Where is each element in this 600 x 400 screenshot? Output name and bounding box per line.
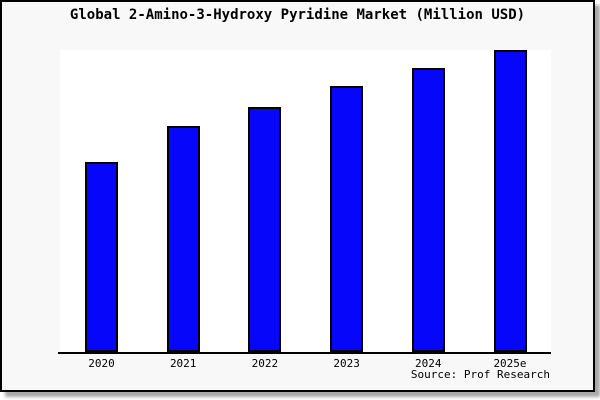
bar-2021 bbox=[166, 125, 200, 352]
chart-card: Global 2-Amino-3-Hydroxy Pyridine Market… bbox=[0, 0, 595, 392]
x-tick-label-2021: 2021 bbox=[169, 357, 197, 370]
bar-2023 bbox=[330, 86, 364, 352]
x-axis-line bbox=[58, 352, 551, 354]
plot-area bbox=[60, 50, 551, 352]
bar-2022 bbox=[248, 107, 282, 352]
chart-title: Global 2-Amino-3-Hydroxy Pyridine Market… bbox=[69, 7, 526, 23]
bar-2024 bbox=[411, 68, 445, 352]
bar-2020 bbox=[85, 161, 118, 352]
x-tick-label-2023: 2023 bbox=[333, 357, 360, 370]
x-tick-label-2025e: 2025e bbox=[493, 357, 527, 370]
source-note: Source: Prof Research bbox=[410, 368, 550, 381]
x-tick-label-2022: 2022 bbox=[251, 357, 279, 370]
bar-2025e bbox=[493, 50, 527, 352]
x-tick-label-2024: 2024 bbox=[415, 357, 442, 370]
x-tick-label-2020: 2020 bbox=[88, 357, 115, 370]
